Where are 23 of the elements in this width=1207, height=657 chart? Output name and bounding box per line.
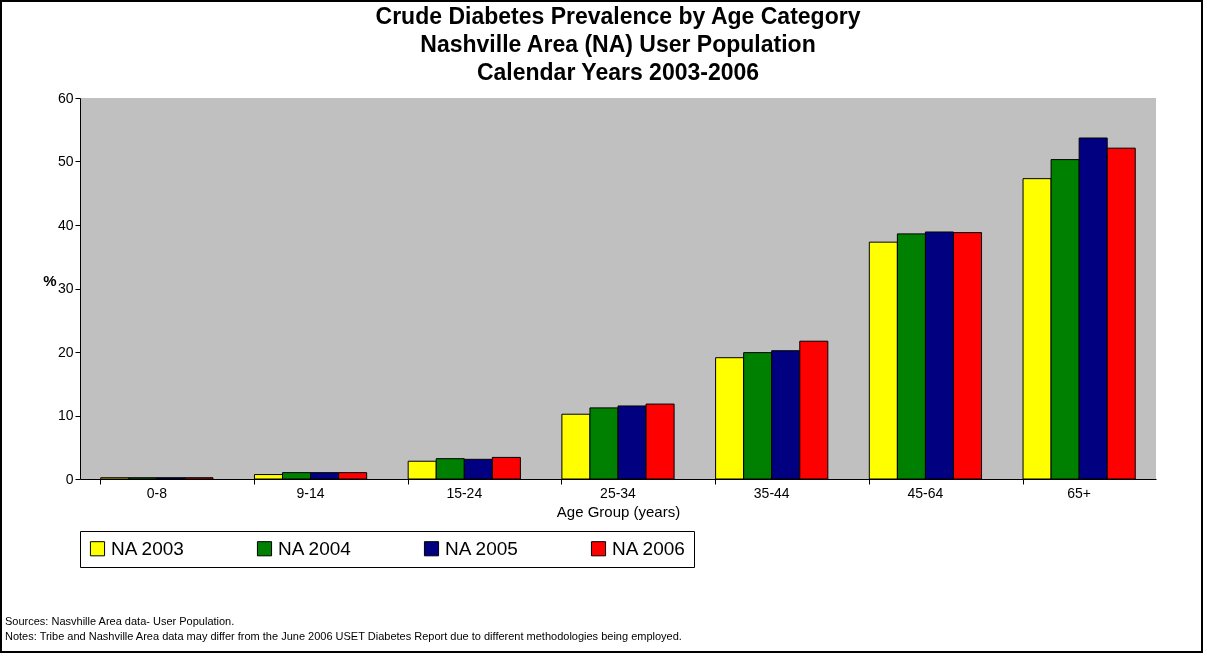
y-tick-label: 30 xyxy=(57,280,74,296)
chart-title: Crude Diabetes Prevalence by Age Category Nashville Area (NA) User Population Calendar Years 2003-2006 xyxy=(375,3,861,85)
x-tick-label: 65+ xyxy=(1067,484,1092,501)
y-axis-title: % xyxy=(43,272,57,289)
x-axis-title: Age Group (years) xyxy=(556,502,681,520)
x-tick-label: 15-24 xyxy=(446,484,483,501)
y-tick-label: 10 xyxy=(57,407,74,423)
legend-label: NA 2005 xyxy=(445,537,518,559)
legend-label: NA 2003 xyxy=(111,537,184,559)
legend-label: NA 2006 xyxy=(612,537,685,559)
y-tick-label: 60 xyxy=(57,89,74,106)
y-tick-label: 20 xyxy=(57,343,74,360)
x-tick-label: 0-8 xyxy=(146,484,168,501)
x-tick-label: 35-44 xyxy=(753,484,790,501)
x-tick-label: 25-34 xyxy=(600,484,637,501)
legend-label: NA 2004 xyxy=(278,537,352,559)
source-note: Sources: Nasvhille Area data- User Population. xyxy=(5,614,236,629)
x-tick-label: 45-64 xyxy=(907,484,944,501)
y-tick-label: 0 xyxy=(65,470,74,487)
y-tick-label: 40 xyxy=(57,216,74,233)
y-tick-label: 50 xyxy=(57,153,74,169)
x-tick-label: 9-14 xyxy=(296,484,325,501)
text: Notes: Tribe and Nashville Area data may differ from the June 2006 USET Diabetes Report due to different methodologies being employed. xyxy=(5,629,682,644)
